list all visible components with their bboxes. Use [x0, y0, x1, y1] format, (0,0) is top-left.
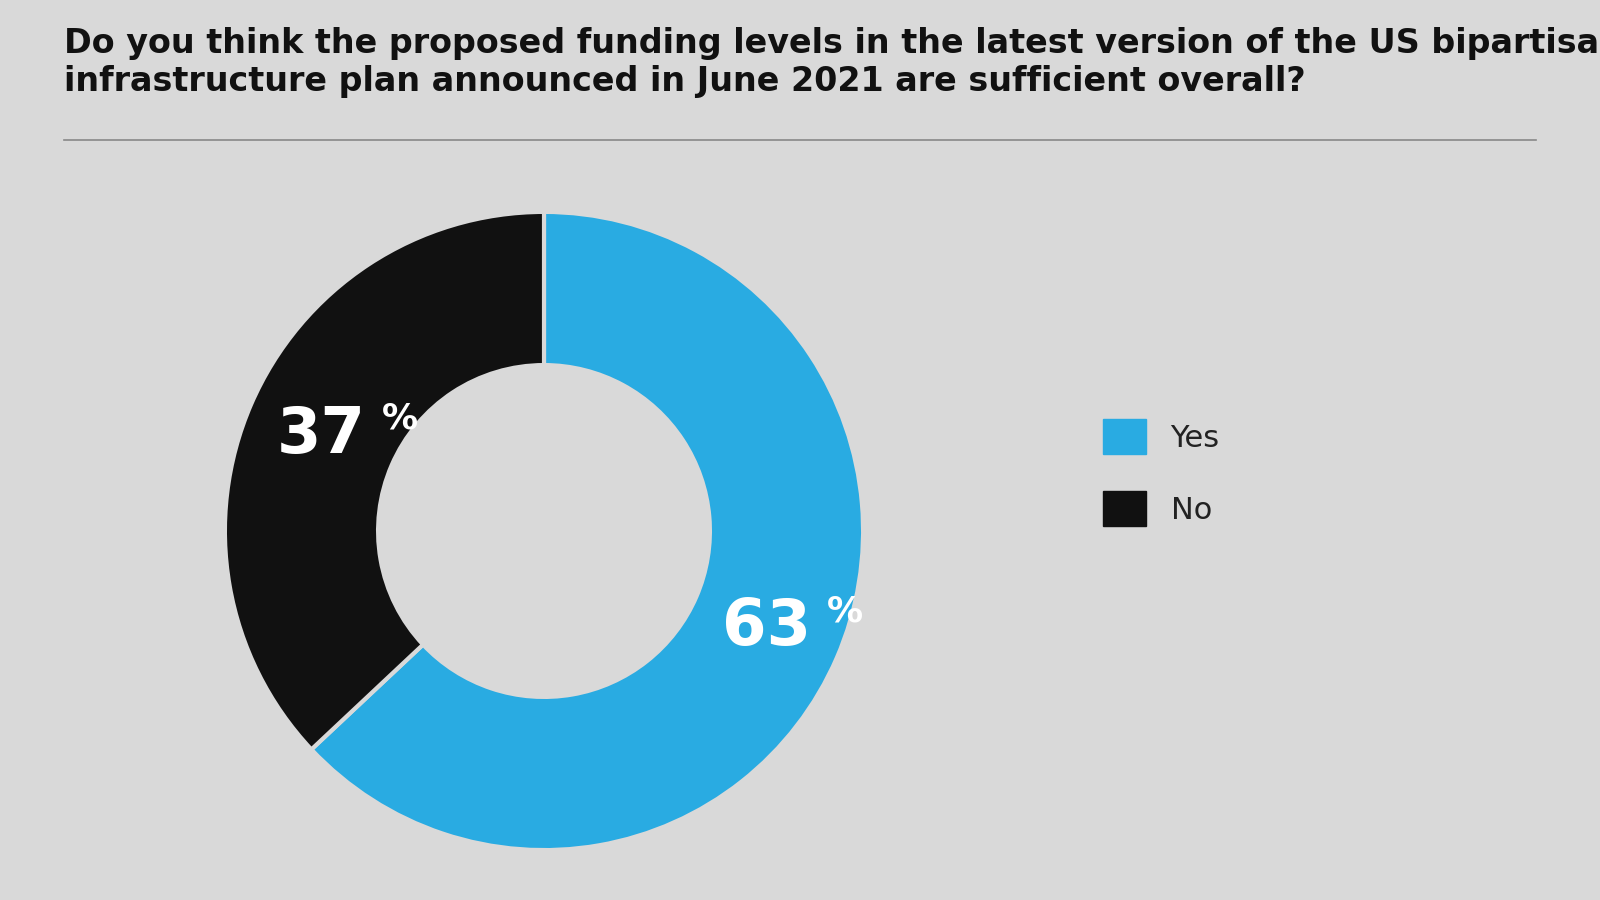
Text: Do you think the proposed funding levels in the latest version of the US biparti: Do you think the proposed funding levels… — [64, 27, 1600, 98]
Text: %: % — [382, 401, 418, 436]
Wedge shape — [312, 212, 862, 850]
Text: 37: 37 — [277, 404, 366, 465]
Legend: Yes, No: Yes, No — [1104, 418, 1219, 526]
Text: %: % — [827, 594, 864, 628]
Text: 63: 63 — [722, 597, 811, 658]
Wedge shape — [226, 212, 544, 750]
